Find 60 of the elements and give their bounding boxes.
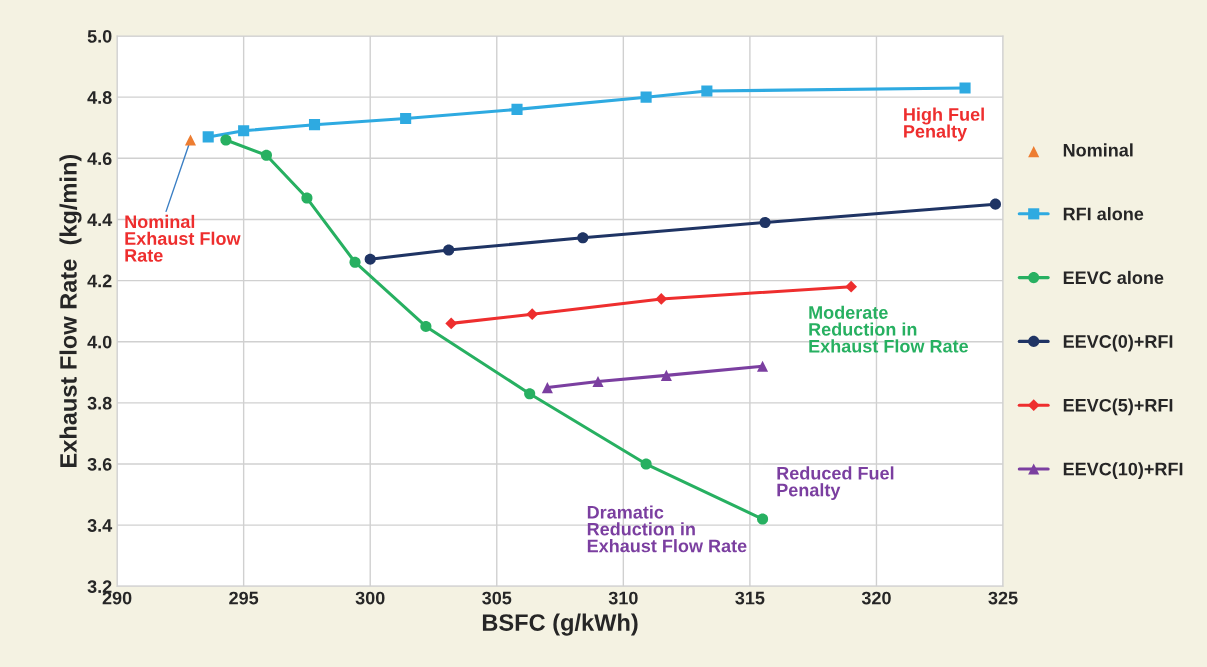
x-tick-label: 305 — [482, 591, 512, 605]
point — [759, 216, 771, 229]
point — [526, 308, 539, 321]
point — [238, 125, 250, 137]
point — [577, 232, 589, 244]
x-tick-label: 295 — [229, 591, 259, 605]
legend-label: EEVC(0)+RFI — [1063, 334, 1173, 352]
legend-label: EEVC alone — [1063, 270, 1164, 285]
point — [989, 198, 1001, 210]
point — [202, 131, 214, 143]
point — [640, 91, 652, 103]
point — [640, 458, 652, 470]
x-tick-label: 325 — [988, 591, 1018, 605]
y-tick-label: 4.8 — [87, 91, 112, 104]
point — [756, 360, 769, 372]
point — [184, 134, 197, 146]
annotation: Nominal Exhaust Flow Rate — [125, 214, 241, 262]
y-tick-label: 3.8 — [87, 396, 112, 410]
x-tick-label: 315 — [735, 591, 765, 605]
y-tick-label: 4.2 — [87, 274, 112, 288]
point — [511, 103, 523, 115]
x-tick-label: 310 — [608, 591, 638, 605]
annotation: Dramatic Reduction in Exhaust Flow Rate — [587, 505, 747, 553]
point — [660, 369, 672, 381]
legend-label: RFI alone — [1063, 207, 1144, 221]
y-tick-label: 3.2 — [87, 580, 112, 594]
x-tick-label: 300 — [355, 591, 385, 605]
legend-label: Nominal — [1063, 143, 1133, 157]
point — [524, 388, 536, 400]
y-tick-label: 4.6 — [87, 152, 112, 166]
legend-label: EEVC(5)+RFI — [1063, 398, 1173, 416]
point — [301, 192, 313, 204]
annotation: Moderate Reduction in Exhaust Flow Rate — [809, 305, 969, 353]
point — [420, 320, 432, 332]
y-tick-label: 3.4 — [87, 519, 113, 532]
annotation: High Fuel Penalty — [904, 107, 984, 142]
legend-label: EEVC(10)+RFI — [1063, 462, 1183, 480]
x-axis-title: BSFC (g/kWh) — [482, 613, 638, 636]
point — [364, 253, 376, 265]
point — [400, 113, 412, 125]
point — [260, 149, 272, 161]
annotation: Reduced Fuel Penalty — [777, 466, 894, 500]
point — [592, 375, 604, 388]
point — [308, 119, 321, 131]
x-tick-label: 290 — [102, 591, 132, 605]
point — [349, 256, 361, 268]
point — [541, 382, 553, 394]
y-axis-title: Exhaust Flow Rate (kg/min) — [59, 154, 82, 467]
y-tick-label: 5.0 — [87, 29, 112, 43]
y-tick-label: 4.4 — [87, 213, 113, 226]
point — [756, 513, 769, 525]
y-tick-label: 4.0 — [87, 335, 112, 349]
point — [959, 82, 971, 94]
point — [701, 85, 713, 97]
y-tick-label: 3.6 — [87, 457, 112, 471]
x-tick-label: 320 — [861, 591, 891, 605]
point — [443, 244, 455, 256]
point — [220, 134, 232, 146]
point — [445, 317, 458, 330]
point — [845, 280, 858, 293]
